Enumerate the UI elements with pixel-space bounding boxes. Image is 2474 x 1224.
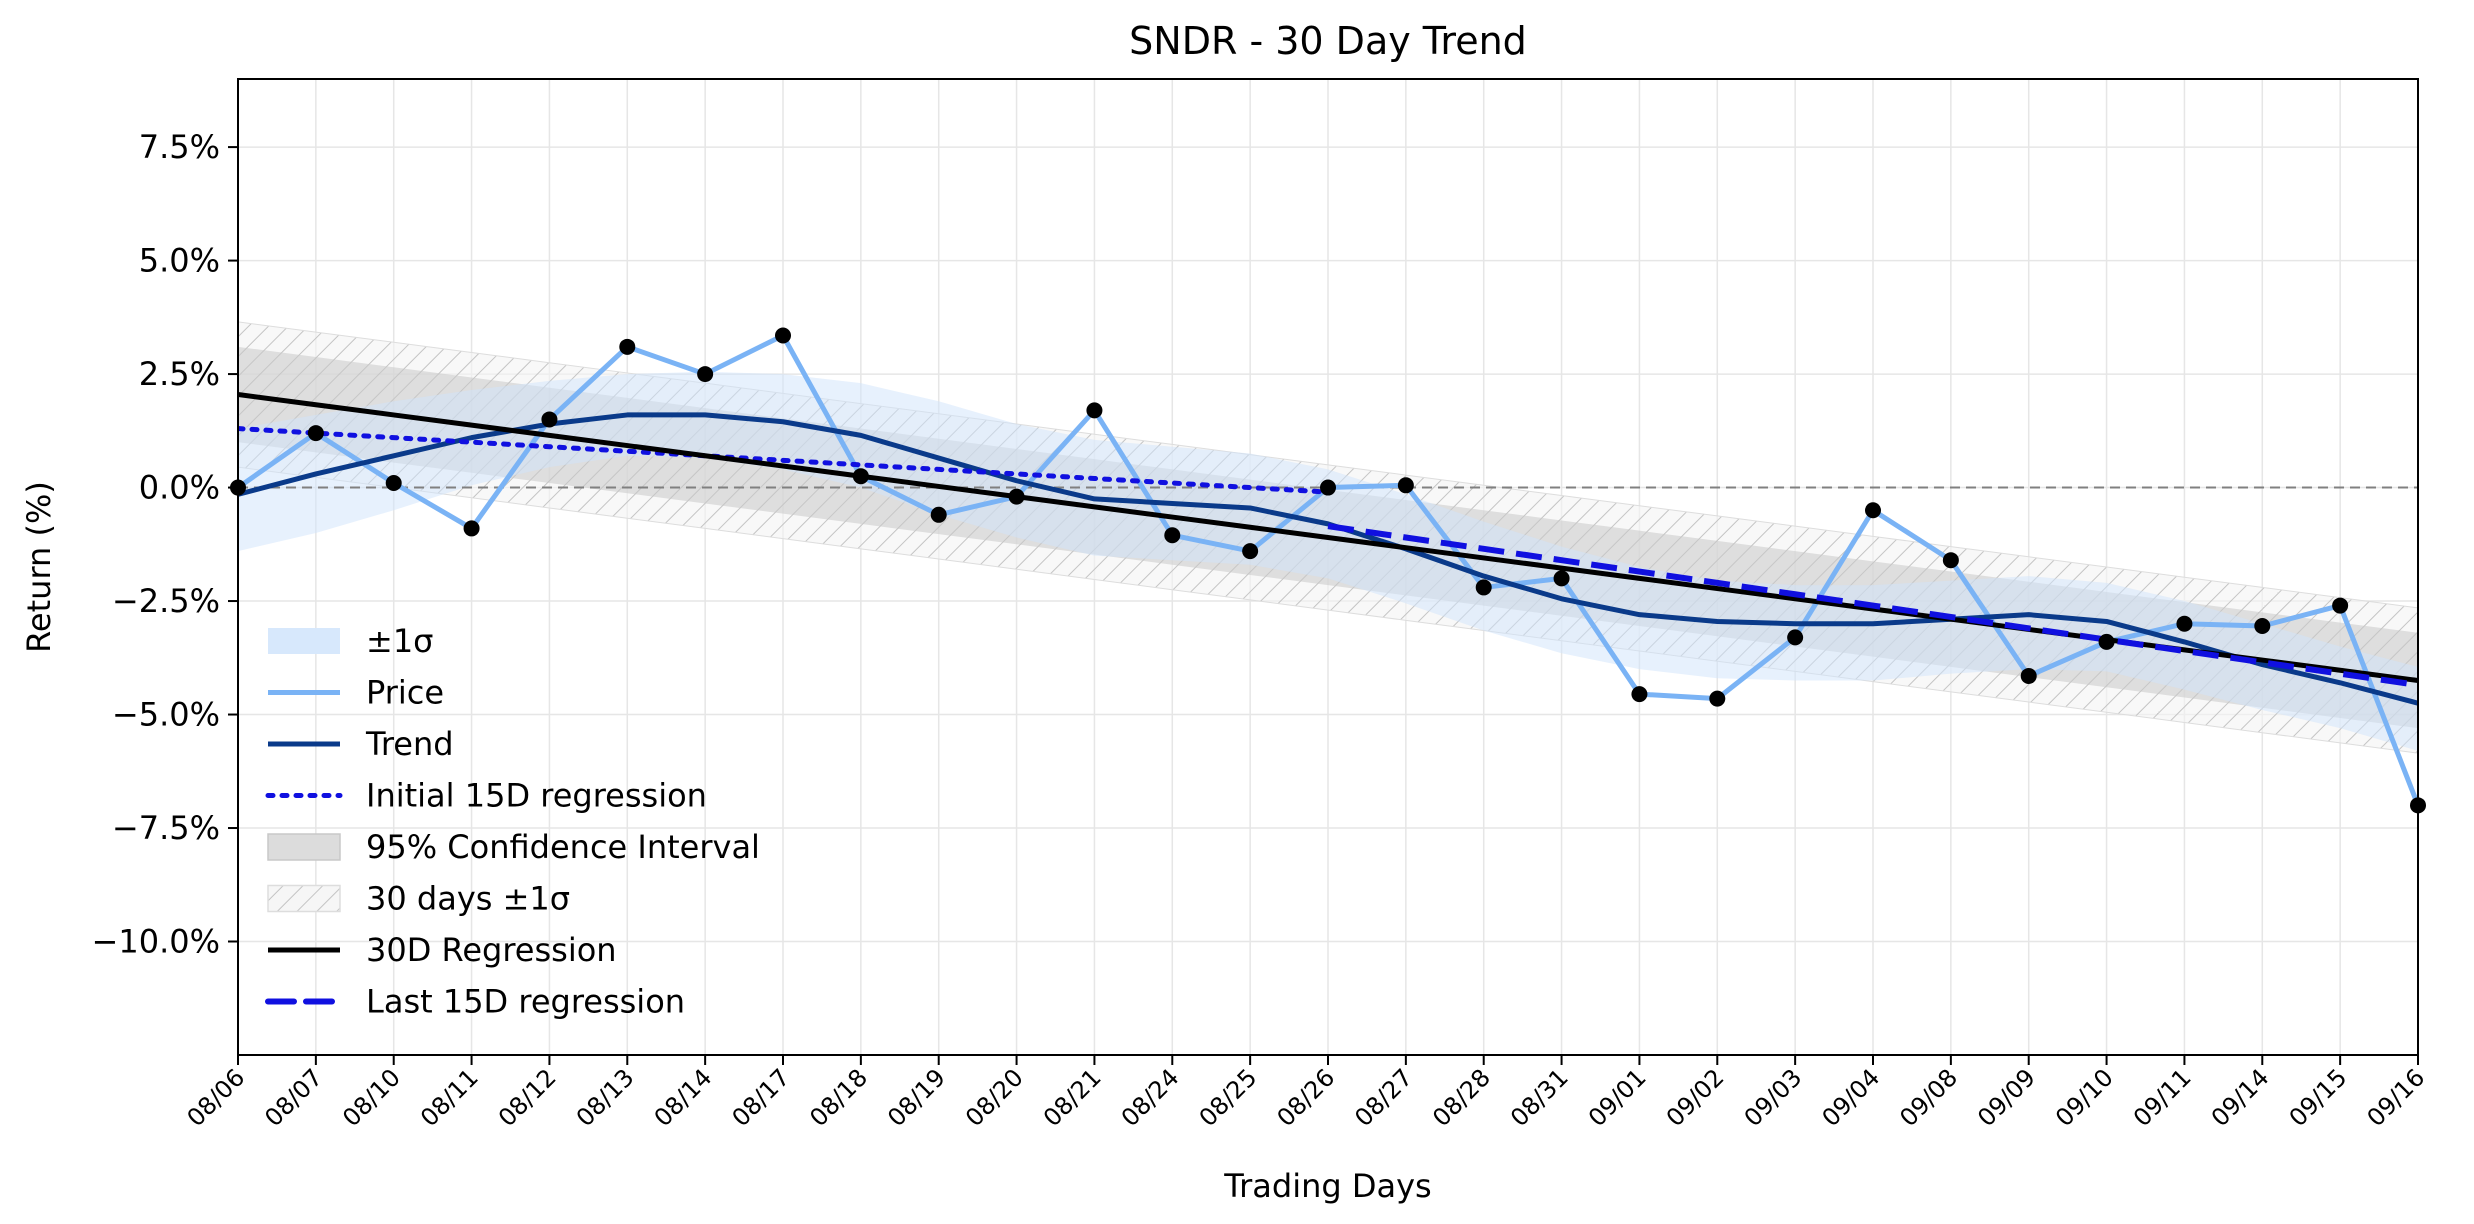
x-tick-label: 09/11 [2128,1063,2197,1132]
x-tick-label: 08/12 [493,1063,562,1132]
price-point [852,468,869,485]
price-point [1164,527,1181,544]
price-point [2020,667,2037,684]
legend-label: Last 15D regression [366,983,685,1021]
legend: ±1σ Price Trend Initial 15D regression 95% C… [265,622,760,1021]
price-point [1242,543,1259,560]
x-tick-label: 08/28 [1427,1063,1496,1132]
price-point [930,506,947,523]
y-tick-label: −5.0% [112,696,220,734]
legend-label: ±1σ [366,622,433,660]
x-tick-label: 08/13 [571,1063,640,1132]
legend-label: Price [366,674,444,712]
x-axis-label: Trading Days [1223,1167,1431,1205]
series-trend [238,412,2418,706]
x-tick-label: 08/06 [182,1063,251,1132]
price-point [307,425,324,442]
price-point [1865,502,1881,519]
price-point [1553,570,1570,587]
price-point [1709,690,1726,707]
x-tick-label: 08/27 [1349,1063,1418,1132]
x-tick-label: 08/18 [804,1063,873,1132]
y-tick-label: 2.5% [139,355,220,393]
price-point [463,520,480,537]
x-tick-label: 08/26 [1272,1063,1341,1132]
y-tick-label: 0.0% [139,469,220,507]
price-point [1631,686,1648,703]
series-last-15d-regression [1327,523,2418,688]
x-tick-label: 09/10 [2050,1063,2119,1132]
x-tick-label: 08/31 [1505,1063,1574,1132]
x-tick-label: 08/14 [649,1063,718,1132]
price-point [619,338,636,355]
legend-label: 30D Regression [366,931,617,969]
x-tick-label: 08/11 [415,1063,484,1132]
legend-label: 95% Confidence Interval [366,828,760,866]
price-point [775,327,791,344]
y-tick-label: −2.5% [112,582,220,620]
legend-swatch [267,884,341,913]
price-point [1086,402,1103,419]
x-tick-label: 08/20 [960,1063,1029,1132]
y-tick-label: −7.5% [112,809,220,847]
price-point [1008,488,1025,505]
chart-title: SNDR - 30 Day Trend [1129,19,1527,63]
x-tick-label: 09/14 [2206,1063,2275,1132]
price-point [2098,633,2115,650]
legend-swatch [267,833,341,861]
price-point [1320,479,1336,496]
y-tick-label: 5.0% [139,242,220,280]
price-point [1397,477,1414,494]
price-point [385,475,402,492]
x-tick-label: 08/25 [1194,1063,1263,1132]
price-point [1787,629,1804,646]
legend-label: 30 days ±1σ [366,880,570,918]
y-tick-label: 7.5% [139,128,220,166]
legend-label: Trend [365,725,454,763]
legend-label: Initial 15D regression [366,777,707,815]
legend-swatch [268,628,340,654]
x-tick-label: 08/19 [882,1063,951,1132]
y-axis: 7.5% 5.0% 2.5% 0.0% −2.5% −5.0% −7.5% −10.0% [92,128,238,961]
price-point [2254,618,2271,635]
price-point [1475,579,1492,596]
x-tick-label: 09/09 [1972,1063,2041,1132]
x-tick-label: 09/02 [1661,1063,1730,1132]
x-axis: 08/06 08/07 08/10 08/11 08/12 08/13 08/14 08/17… [182,1055,2431,1132]
x-tick-label: 08/21 [1038,1063,1107,1132]
x-tick-label: 09/08 [1894,1063,1963,1132]
x-tick-label: 09/04 [1817,1063,1886,1132]
price-point [1942,552,1959,569]
series-initial-15d-regression [238,426,1331,495]
price-point [697,366,714,383]
x-tick-label: 09/15 [2284,1063,2353,1132]
y-tick-label: −10.0% [92,923,220,961]
x-tick-label: 09/16 [2362,1063,2431,1132]
x-tick-label: 08/07 [259,1063,328,1132]
x-tick-label: 08/24 [1116,1063,1185,1132]
price-point [2332,597,2349,614]
x-tick-label: 08/10 [337,1063,406,1132]
price-points [230,327,2426,814]
price-point [2176,615,2193,632]
x-tick-label: 09/03 [1739,1063,1808,1132]
x-tick-label: 09/01 [1583,1063,1652,1132]
x-tick-label: 08/17 [727,1063,796,1132]
y-axis-label: Return (%) [20,481,58,653]
price-point [541,411,558,428]
